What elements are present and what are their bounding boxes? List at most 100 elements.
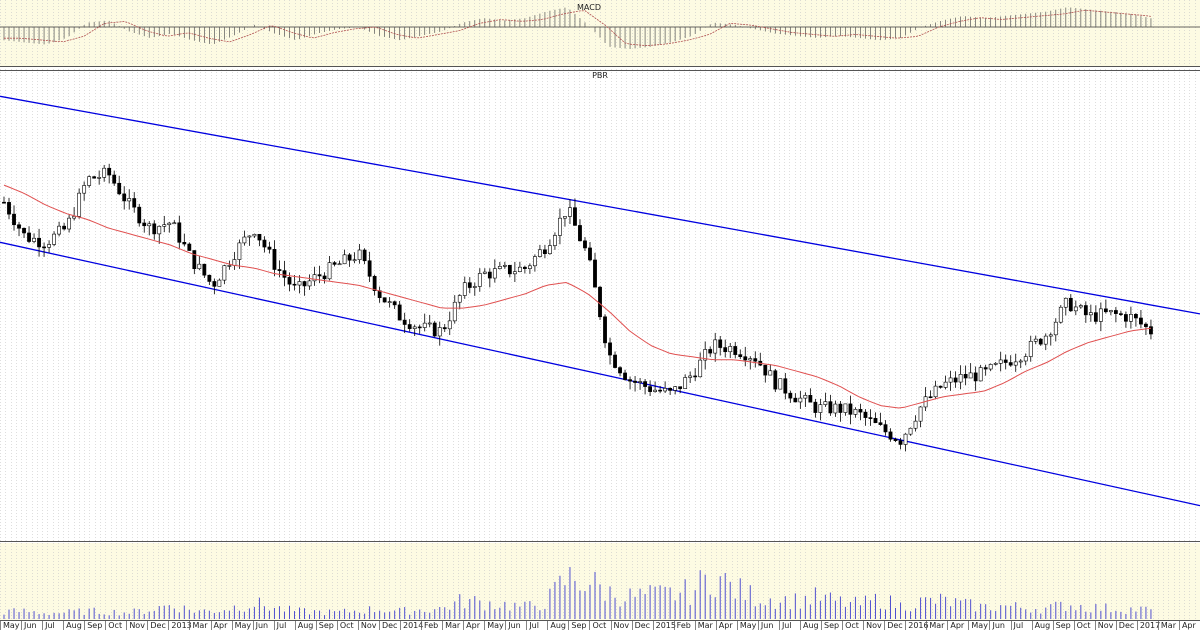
candle-body xyxy=(708,349,713,354)
axis-label: Oct xyxy=(108,621,122,630)
candle-body xyxy=(858,409,863,413)
axis-label: Feb xyxy=(424,621,438,630)
candle-body xyxy=(733,346,738,355)
candle-body xyxy=(352,259,357,262)
candle-body xyxy=(252,233,257,237)
axis-label: Dec xyxy=(150,621,165,630)
candle-body xyxy=(683,377,688,389)
axis-label: Sep xyxy=(87,621,102,630)
axis-label: Sep xyxy=(824,621,839,630)
candle-body xyxy=(793,397,798,403)
candle-body xyxy=(437,327,442,337)
candle-body xyxy=(588,247,592,261)
candle-body xyxy=(673,386,678,391)
candle-body xyxy=(1093,312,1098,322)
price-series xyxy=(0,95,1200,507)
candle-body xyxy=(247,235,252,238)
candle-body xyxy=(302,281,307,287)
axis-label: Aug xyxy=(298,621,314,630)
candle-body xyxy=(57,225,61,235)
candle-body xyxy=(583,240,587,249)
axis-label: Mar xyxy=(192,621,208,630)
axis-label: Aug xyxy=(66,621,82,630)
candle-body xyxy=(12,213,16,226)
axis-label: 2015 xyxy=(656,621,676,630)
candle-body xyxy=(888,431,893,440)
candle-body xyxy=(983,367,988,370)
candle-body xyxy=(743,356,748,361)
candle-body xyxy=(1048,334,1053,337)
candle-body xyxy=(953,377,958,383)
candle-body xyxy=(447,320,452,330)
candle-body xyxy=(828,401,833,414)
candle-body xyxy=(873,418,878,423)
candle-body xyxy=(1098,308,1103,322)
axis-label: 2013 xyxy=(171,621,191,630)
candle-body xyxy=(497,266,502,269)
candle-body xyxy=(287,277,292,285)
axis-label: May xyxy=(487,621,504,630)
candle-body xyxy=(162,224,167,227)
candle-body xyxy=(372,275,377,291)
candle-body xyxy=(67,217,72,230)
candle-body xyxy=(568,207,572,217)
candle-body xyxy=(482,271,487,274)
candle-body xyxy=(998,359,1003,364)
candle-body xyxy=(1073,306,1078,312)
candle-body xyxy=(152,223,157,235)
candle-body xyxy=(603,316,607,344)
candle-body xyxy=(918,406,923,422)
candle-body xyxy=(1018,360,1023,363)
candle-body xyxy=(1043,335,1048,345)
candle-body xyxy=(507,265,512,275)
candle-body xyxy=(327,262,332,280)
candle-body xyxy=(678,386,683,389)
candle-body xyxy=(933,385,938,398)
axis-label: Dec xyxy=(887,621,902,630)
candle-body xyxy=(462,282,467,296)
axis-label: Nov xyxy=(614,621,630,630)
candle-body xyxy=(167,222,172,225)
candle-body xyxy=(1053,321,1058,336)
candle-body xyxy=(107,167,112,176)
candle-body xyxy=(593,259,597,288)
candle-body xyxy=(863,411,868,418)
axis-label: Nov xyxy=(866,621,882,630)
candle-body xyxy=(753,358,758,362)
candle-body xyxy=(663,388,668,392)
candle-body xyxy=(798,397,803,403)
candle-body xyxy=(32,237,36,242)
candle-body xyxy=(838,403,843,413)
candle-body xyxy=(1108,310,1113,313)
candle-body xyxy=(818,404,823,413)
candle-body xyxy=(553,235,557,246)
candle-body xyxy=(412,326,417,329)
candle-body xyxy=(1023,356,1028,362)
candle-body xyxy=(1058,306,1063,323)
axis-label: May xyxy=(235,621,252,630)
axis-label: Apr xyxy=(719,621,734,630)
candle-body xyxy=(843,403,848,413)
candle-body xyxy=(172,222,177,225)
axis-label: Nov xyxy=(361,621,377,630)
candle-body xyxy=(763,364,768,376)
candle-body xyxy=(1134,314,1138,319)
candle-body xyxy=(367,260,372,277)
candle-body xyxy=(147,223,152,227)
candle-body xyxy=(442,327,447,330)
candle-body xyxy=(913,420,918,429)
candle-body xyxy=(643,381,647,387)
candle-body xyxy=(262,239,267,248)
axis-label: Jul xyxy=(781,621,792,630)
candle-body xyxy=(487,271,492,279)
candle-body xyxy=(558,217,562,236)
candle-body xyxy=(422,322,427,328)
candle-body xyxy=(142,222,147,227)
candle-body xyxy=(362,249,367,262)
candle-body xyxy=(813,401,818,413)
candle-body xyxy=(467,282,472,288)
candle-body xyxy=(1008,362,1013,366)
candle-body xyxy=(112,174,117,184)
axis-label: Dec xyxy=(635,621,650,630)
axis-label: Mar xyxy=(1161,621,1177,630)
